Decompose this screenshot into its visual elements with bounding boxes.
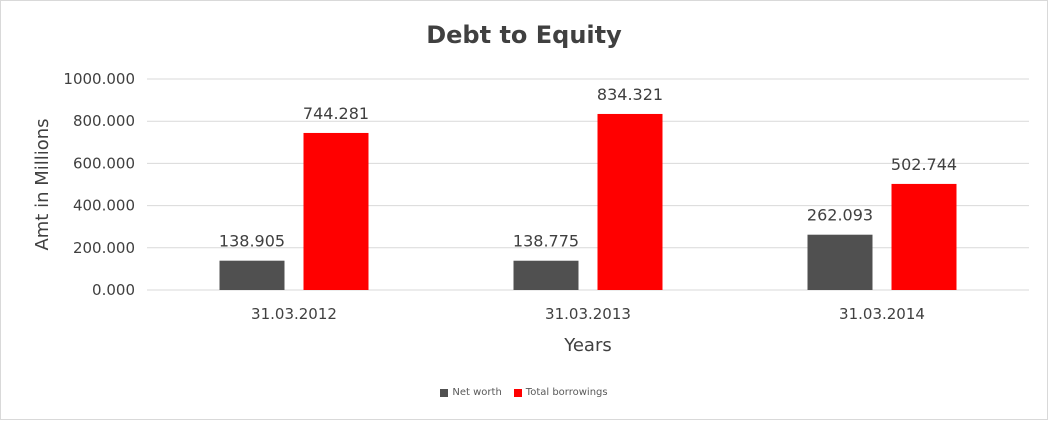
x-tick-label: 31.03.2013 — [545, 305, 631, 323]
data-label: 138.905 — [219, 232, 285, 251]
x-tick-label: 31.03.2014 — [839, 305, 925, 323]
y-tick-label: 400.000 — [73, 197, 135, 215]
bar — [513, 260, 579, 290]
legend-item-net-worth: Net worth — [440, 387, 502, 398]
gridlines — [147, 78, 1029, 291]
y-tick-label: 600.000 — [73, 154, 135, 172]
legend-label-total-borrowings: Total borrowings — [525, 387, 608, 398]
legend-item-total-borrowings: Total borrowings — [513, 387, 608, 398]
legend-swatch-total-borrowings — [513, 388, 522, 397]
data-label: 138.775 — [513, 232, 579, 251]
bars — [219, 113, 957, 290]
x-tick-label: 31.03.2012 — [251, 305, 337, 323]
x-axis-title: Years — [563, 335, 612, 356]
data-label: 262.093 — [807, 206, 873, 225]
y-tick-label: 800.000 — [73, 112, 135, 130]
y-tick-label: 1000.000 — [63, 70, 135, 88]
y-axis-ticks: 0.000 200.000 400.000 600.000 800.000 1000.00… — [63, 70, 135, 299]
y-tick-label: 200.000 — [73, 239, 135, 257]
bar — [303, 132, 369, 290]
y-tick-label: 0.000 — [92, 281, 135, 299]
bar — [219, 260, 285, 290]
data-labels: 138.905 744.281 138.775 834.321 262.093 502.7… — [219, 85, 957, 251]
bar — [597, 113, 663, 290]
data-label: 502.744 — [891, 155, 957, 174]
data-label: 744.281 — [303, 104, 369, 123]
legend-swatch-net-worth — [440, 388, 449, 397]
y-axis-title: Amt in Millions — [32, 118, 53, 250]
legend: Net worth Total borrowings — [1, 387, 1047, 398]
legend-label-net-worth: Net worth — [452, 387, 502, 398]
data-label: 834.321 — [597, 85, 663, 104]
chart-title: Debt to Equity — [426, 21, 622, 49]
x-axis-ticks: 31.03.2012 31.03.2013 31.03.2014 — [251, 305, 925, 323]
bar — [891, 183, 957, 290]
bar — [807, 234, 873, 290]
